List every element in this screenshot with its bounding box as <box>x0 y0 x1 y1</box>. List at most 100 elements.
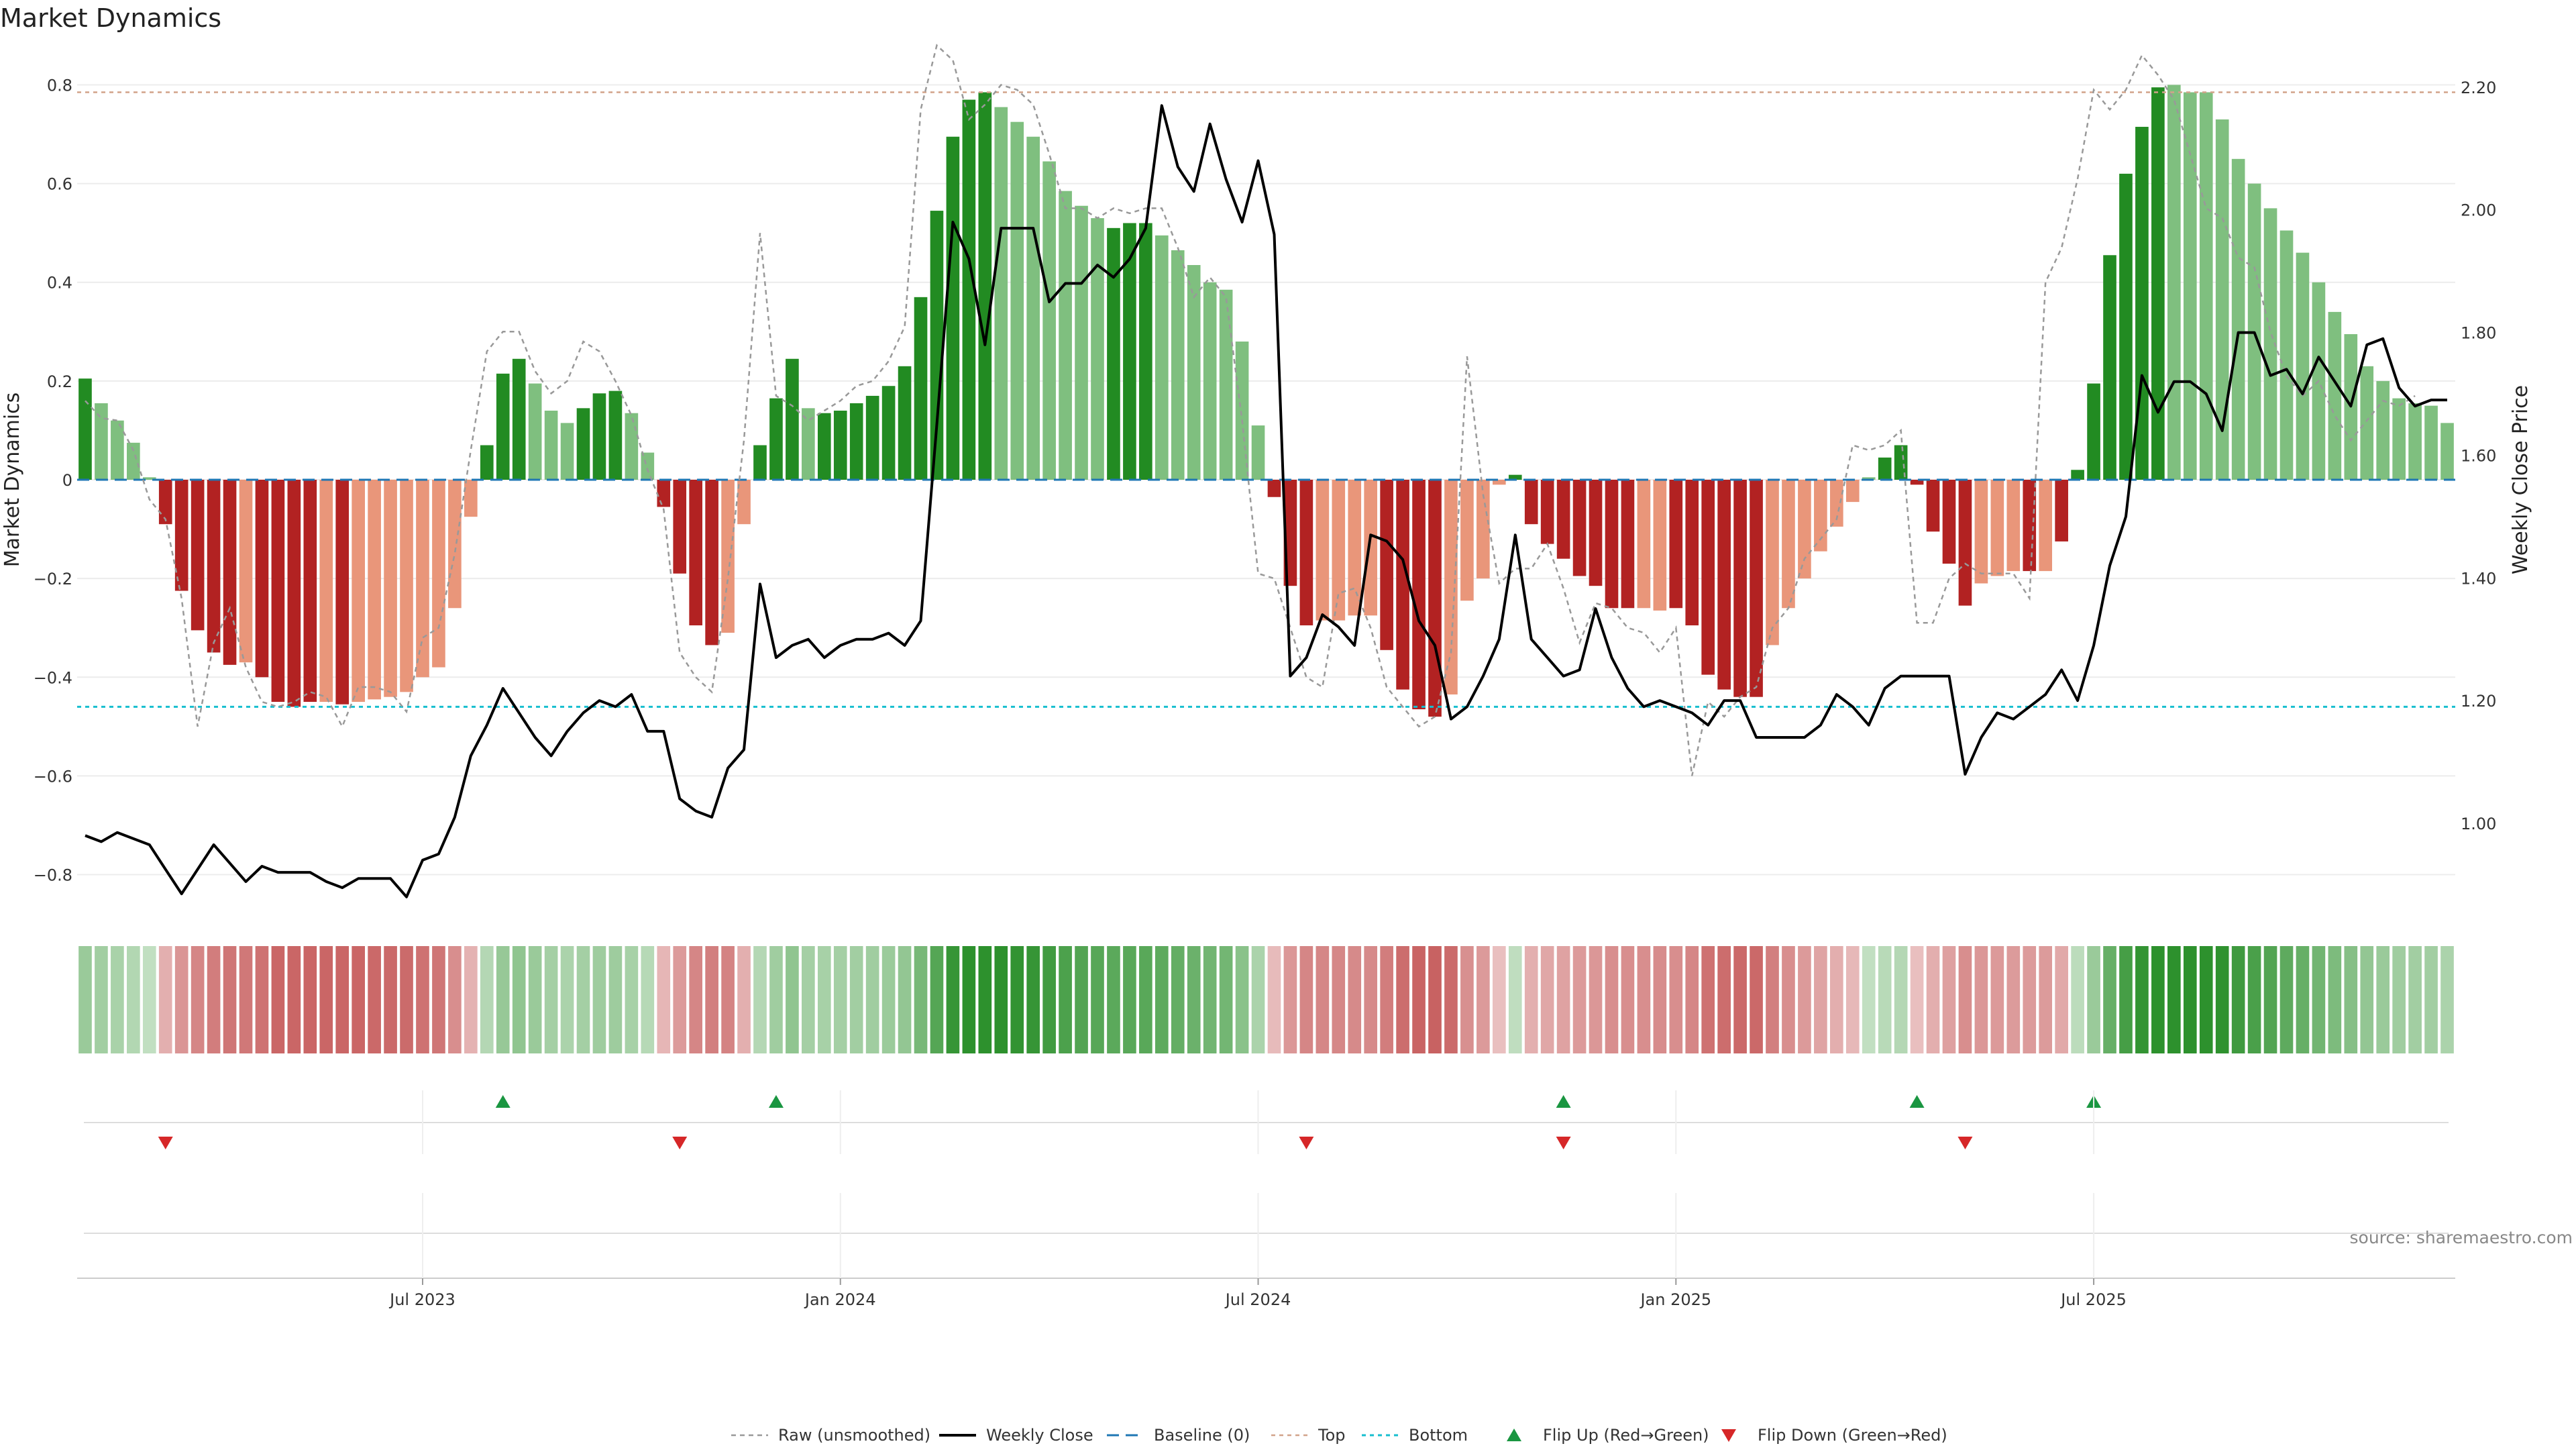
regime-strip-cell <box>2424 946 2438 1053</box>
dynamics-bar <box>1444 480 1458 694</box>
dynamics-bar <box>2408 403 2422 480</box>
regime-strip-cell <box>1010 946 1024 1053</box>
dynamics-bar <box>962 99 976 480</box>
regime-strip-cell <box>641 946 655 1053</box>
dynamics-bar <box>1556 480 1570 559</box>
regime-strip-cell <box>1540 946 1554 1053</box>
dynamics-bar <box>1316 480 1330 621</box>
regime-strip-cell <box>239 946 253 1053</box>
flip-down-marker <box>1299 1137 1314 1149</box>
dynamics-bar <box>544 411 558 480</box>
regime-strip-cell <box>223 946 237 1053</box>
dynamics-bar <box>1621 480 1635 609</box>
regime-strip-cell <box>1653 946 1667 1053</box>
flip-up-marker <box>495 1095 511 1108</box>
dynamics-bar <box>737 480 751 525</box>
dynamics-bar <box>705 480 718 645</box>
dynamics-bar <box>1878 457 1892 480</box>
y-tick-label: 0.2 <box>47 372 72 391</box>
regime-strip-cell <box>319 946 333 1053</box>
flip-up-marker <box>1909 1095 1925 1108</box>
regime-strip-cell <box>1332 946 1346 1053</box>
regime-strip-cell <box>287 946 301 1053</box>
dynamics-bar <box>1251 425 1265 480</box>
dynamics-bar <box>512 358 526 480</box>
regime-strip-cell <box>2055 946 2068 1053</box>
dynamics-bar <box>1219 289 1233 480</box>
dynamics-bar <box>881 386 896 480</box>
regime-strip-cell <box>2231 946 2245 1053</box>
regime-strip-cell <box>416 946 429 1053</box>
flip-down-marker <box>1957 1137 1973 1149</box>
y-axis-title: Market Dynamics <box>1 393 24 568</box>
dynamics-bar <box>2424 405 2438 480</box>
dynamics-bar <box>1782 480 1795 609</box>
regime-strip-cell <box>1830 946 1843 1053</box>
dynamics-bar <box>1685 480 1699 626</box>
dynamics-bar <box>1059 191 1072 480</box>
dynamics-bar <box>1589 480 1603 586</box>
regime-strip-cell <box>111 946 124 1053</box>
dynamics-bar <box>384 480 397 697</box>
dynamics-bar <box>673 480 687 574</box>
regime-strip-cell <box>2183 946 2197 1053</box>
dynamics-bar <box>352 480 365 703</box>
regime-strip-cell <box>207 946 221 1053</box>
regime-strip-cell <box>2279 946 2294 1053</box>
regime-strip-cell <box>1107 946 1120 1053</box>
dynamics-bar <box>2135 127 2149 480</box>
regime-strip-cell <box>946 946 960 1053</box>
y-tick-label: 0 <box>62 471 72 490</box>
dynamics-bar <box>2392 398 2406 480</box>
regime-strip-cell <box>817 946 831 1053</box>
regime-strip-cell <box>849 946 863 1053</box>
y-tick-label: 0.6 <box>47 175 72 194</box>
dynamics-bar <box>2039 480 2053 572</box>
regime-strip-cell <box>1219 946 1233 1053</box>
dynamics-bar <box>1508 474 1522 480</box>
dynamics-bar <box>2167 85 2181 480</box>
dynamics-bar <box>769 398 783 480</box>
regime-strip-cell <box>1026 946 1040 1053</box>
dynamics-bar <box>239 480 253 663</box>
regime-strip-cell <box>1750 946 1763 1053</box>
dynamics-bar <box>786 358 799 480</box>
x-tick-label: Jan 2025 <box>1639 1290 1711 1309</box>
dynamics-bar <box>1107 227 1120 480</box>
regime-strip-cell <box>2328 946 2342 1053</box>
regime-strip-cell <box>271 946 285 1053</box>
legend-label: Raw (unsmoothed) <box>778 1426 930 1445</box>
dynamics-bar <box>1750 480 1763 697</box>
regime-strip-cell <box>1091 946 1104 1053</box>
dynamics-bar <box>416 480 429 678</box>
regime-strip-cell <box>2103 946 2116 1053</box>
regime-strip-cell <box>1396 946 1409 1053</box>
regime-strip-cell <box>753 946 767 1053</box>
dynamics-bar <box>271 480 285 703</box>
regime-strip-cell <box>705 946 718 1053</box>
dynamics-bar <box>2199 92 2213 480</box>
regime-strip-cell <box>2392 946 2406 1053</box>
regime-strip-cell <box>1364 946 1378 1053</box>
regime-strip-cell <box>1878 946 1892 1053</box>
regime-strip-cell <box>1845 946 1860 1053</box>
regime-strip-cell <box>1605 946 1619 1053</box>
dynamics-bar <box>2328 311 2342 480</box>
regime-strip-cell <box>335 946 350 1053</box>
weekly-close-line <box>85 104 2447 898</box>
dynamics-bar <box>1540 480 1554 544</box>
legend-label: Top <box>1318 1426 1346 1445</box>
regime-strip-cell <box>2376 946 2390 1053</box>
dynamics-bar <box>817 413 831 480</box>
dynamics-bar <box>2006 480 2021 572</box>
regime-strip-cell <box>994 946 1008 1053</box>
regime-strip-cell <box>1669 946 1683 1053</box>
regime-strip-cell <box>78 946 92 1053</box>
regime-strip-cell <box>1589 946 1603 1053</box>
regime-strip-cell <box>1717 946 1731 1053</box>
dynamics-bar <box>2103 255 2116 480</box>
regime-strip-cell <box>608 946 623 1053</box>
x-tick-label: Jan 2024 <box>804 1290 876 1309</box>
dynamics-bar <box>528 383 542 480</box>
